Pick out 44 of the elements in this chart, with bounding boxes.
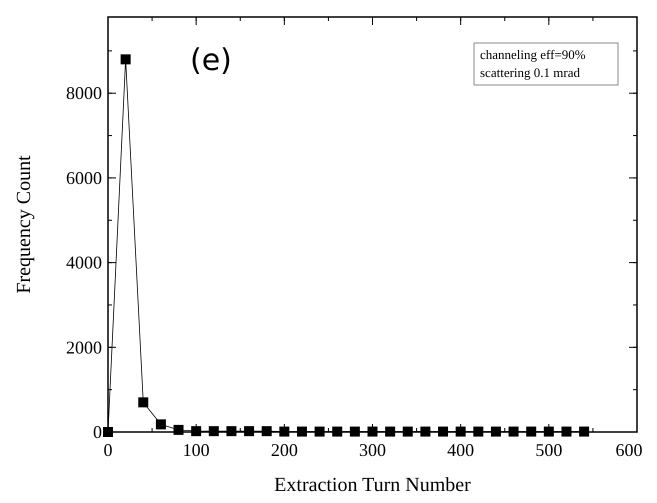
point	[120, 54, 131, 64]
point	[561, 426, 572, 437]
point	[526, 426, 536, 437]
point	[314, 426, 325, 437]
point	[244, 426, 254, 436]
point	[103, 427, 113, 437]
x-tick-label: 100	[182, 440, 210, 460]
point	[226, 426, 236, 436]
point	[438, 426, 448, 437]
x-axis-title: Extraction Turn Number	[274, 474, 472, 496]
point	[296, 426, 307, 437]
annotation: scattering 0.1 mrad	[480, 65, 580, 80]
y-tick-label: 4000	[66, 252, 102, 273]
x-tick-label: 200	[270, 440, 298, 460]
point	[350, 426, 360, 437]
point	[490, 426, 501, 437]
x-tick-label: 400	[447, 440, 474, 460]
x-tick-label: 500	[535, 440, 562, 460]
x-tick-label: 300	[359, 440, 386, 460]
y-tick-label: 0	[93, 422, 102, 442]
point	[579, 426, 590, 437]
point	[402, 426, 413, 437]
y-axis-title: Frequency Count	[13, 154, 35, 294]
point	[544, 426, 554, 437]
point	[420, 426, 430, 437]
point	[279, 426, 290, 437]
point	[385, 426, 396, 437]
x-tick-label: 600	[616, 440, 642, 460]
point	[508, 426, 519, 437]
annotation: channeling eff=90%	[480, 47, 586, 62]
y-tick-label: 2000	[66, 337, 102, 358]
point	[138, 397, 148, 408]
point	[191, 426, 202, 436]
y-tick-label: 6000	[66, 168, 102, 188]
annotation: (e)	[190, 43, 232, 78]
point	[262, 426, 272, 436]
point	[156, 419, 166, 430]
point	[332, 426, 342, 437]
y-tick-label: 8000	[66, 83, 102, 104]
point	[174, 424, 184, 435]
point	[473, 426, 484, 437]
point	[208, 426, 219, 436]
point	[456, 426, 466, 437]
point	[368, 426, 378, 437]
